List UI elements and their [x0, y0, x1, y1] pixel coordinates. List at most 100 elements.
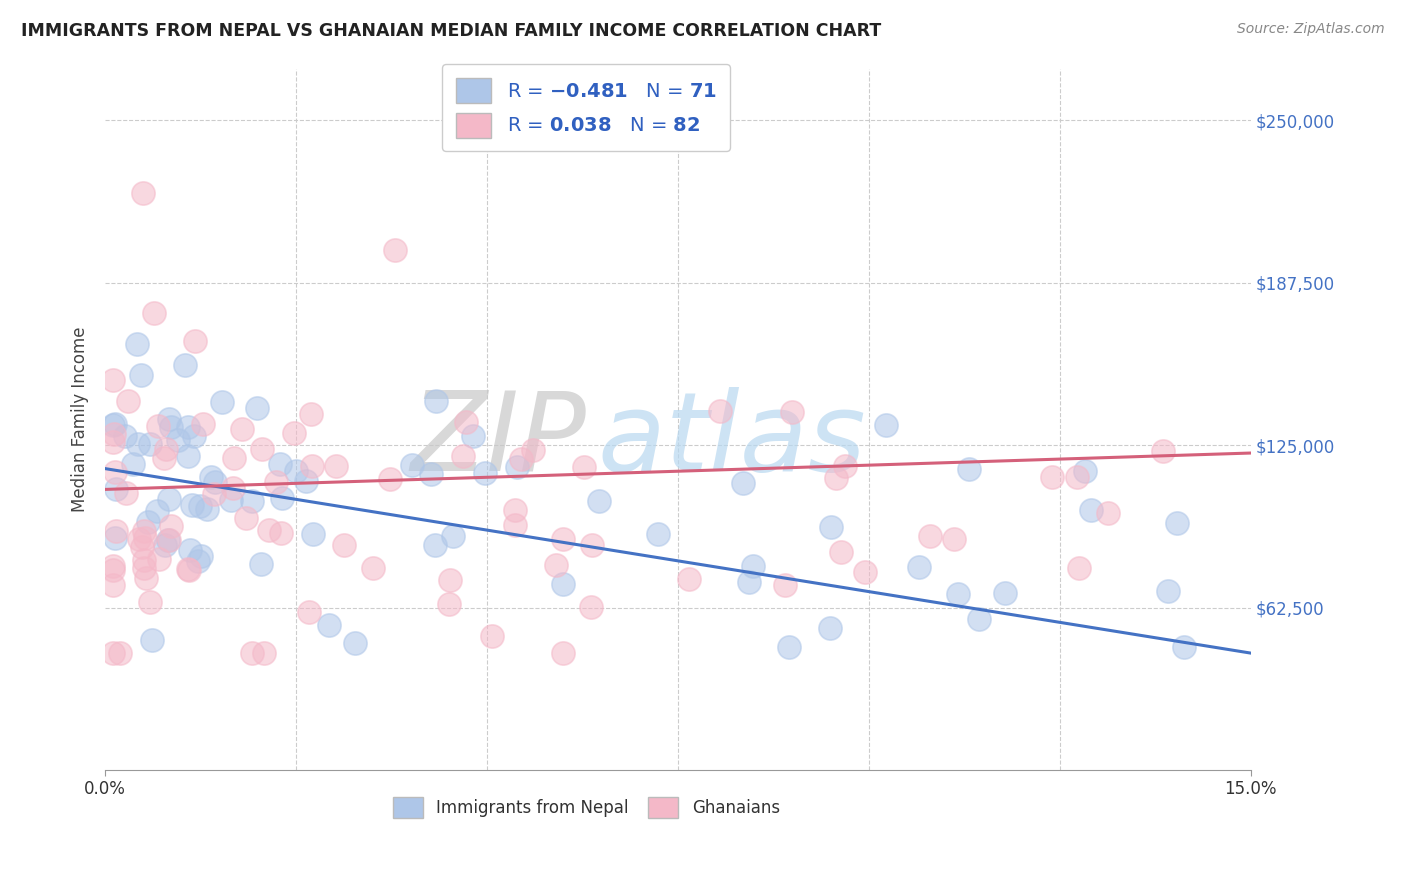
- Point: [270, 491, 292, 506]
- Point: [128, 533, 150, 547]
- Point: [240, 646, 263, 660]
- Point: [131, 540, 153, 554]
- Point: [114, 429, 136, 443]
- Point: [157, 533, 180, 547]
- Point: [103, 578, 125, 592]
- Point: [1040, 470, 1063, 484]
- Point: [204, 487, 226, 501]
- Point: [101, 373, 124, 387]
- Point: [179, 563, 201, 577]
- Point: [148, 552, 170, 566]
- Point: [437, 598, 460, 612]
- Point: [177, 561, 200, 575]
- Point: [179, 542, 201, 557]
- Point: [780, 405, 803, 419]
- Point: [957, 462, 980, 476]
- Point: [301, 458, 323, 473]
- Point: [270, 525, 292, 540]
- Point: [246, 401, 269, 416]
- Point: [177, 420, 200, 434]
- Point: [235, 511, 257, 525]
- Point: [522, 443, 544, 458]
- Point: [741, 559, 763, 574]
- Point: [105, 483, 128, 497]
- Point: [775, 578, 797, 592]
- Point: [250, 442, 273, 456]
- Point: [142, 306, 165, 320]
- Point: [451, 449, 474, 463]
- Point: [1157, 583, 1180, 598]
- Point: [134, 531, 156, 545]
- Point: [647, 526, 669, 541]
- Point: [146, 504, 169, 518]
- Point: [425, 393, 447, 408]
- Point: [295, 474, 318, 488]
- Point: [588, 493, 610, 508]
- Point: [221, 493, 243, 508]
- Point: [581, 538, 603, 552]
- Point: [101, 559, 124, 574]
- Point: [1166, 516, 1188, 530]
- Point: [384, 244, 406, 258]
- Point: [283, 425, 305, 440]
- Point: [129, 368, 152, 383]
- Point: [155, 442, 177, 456]
- Point: [153, 450, 176, 465]
- Text: Source: ZipAtlas.com: Source: ZipAtlas.com: [1237, 22, 1385, 37]
- Point: [125, 337, 148, 351]
- Point: [1097, 506, 1119, 520]
- Point: [1173, 640, 1195, 654]
- Point: [231, 422, 253, 436]
- Point: [969, 612, 991, 626]
- Point: [298, 605, 321, 619]
- Point: [127, 437, 149, 451]
- Point: [132, 561, 155, 575]
- Point: [875, 418, 897, 433]
- Text: ZIP: ZIP: [411, 387, 586, 494]
- Point: [167, 433, 190, 447]
- Point: [183, 429, 205, 443]
- Point: [157, 412, 180, 426]
- Point: [572, 459, 595, 474]
- Point: [104, 531, 127, 545]
- Point: [101, 563, 124, 577]
- Point: [195, 501, 218, 516]
- Point: [908, 560, 931, 574]
- Point: [302, 527, 325, 541]
- Point: [135, 571, 157, 585]
- Point: [994, 585, 1017, 599]
- Point: [441, 529, 464, 543]
- Point: [579, 600, 602, 615]
- Point: [101, 418, 124, 433]
- Point: [105, 524, 128, 539]
- Point: [853, 565, 876, 579]
- Point: [187, 554, 209, 568]
- Point: [553, 577, 575, 591]
- Point: [325, 459, 347, 474]
- Point: [820, 520, 842, 534]
- Point: [709, 404, 731, 418]
- Point: [918, 529, 941, 543]
- Y-axis label: Median Family Income: Median Family Income: [72, 326, 89, 512]
- Point: [439, 573, 461, 587]
- Point: [222, 481, 245, 495]
- Point: [132, 524, 155, 539]
- Point: [121, 457, 143, 471]
- Text: atlas: atlas: [598, 387, 866, 494]
- Point: [104, 465, 127, 479]
- Point: [132, 186, 155, 201]
- Point: [1074, 464, 1097, 478]
- Point: [419, 467, 441, 481]
- Point: [378, 471, 401, 485]
- Point: [160, 420, 183, 434]
- Point: [134, 553, 156, 567]
- Point: [190, 549, 212, 563]
- Point: [553, 646, 575, 660]
- Point: [108, 646, 131, 660]
- Point: [333, 538, 356, 552]
- Point: [1067, 561, 1090, 575]
- Point: [299, 408, 322, 422]
- Point: [678, 572, 700, 586]
- Point: [510, 452, 533, 467]
- Point: [1066, 470, 1088, 484]
